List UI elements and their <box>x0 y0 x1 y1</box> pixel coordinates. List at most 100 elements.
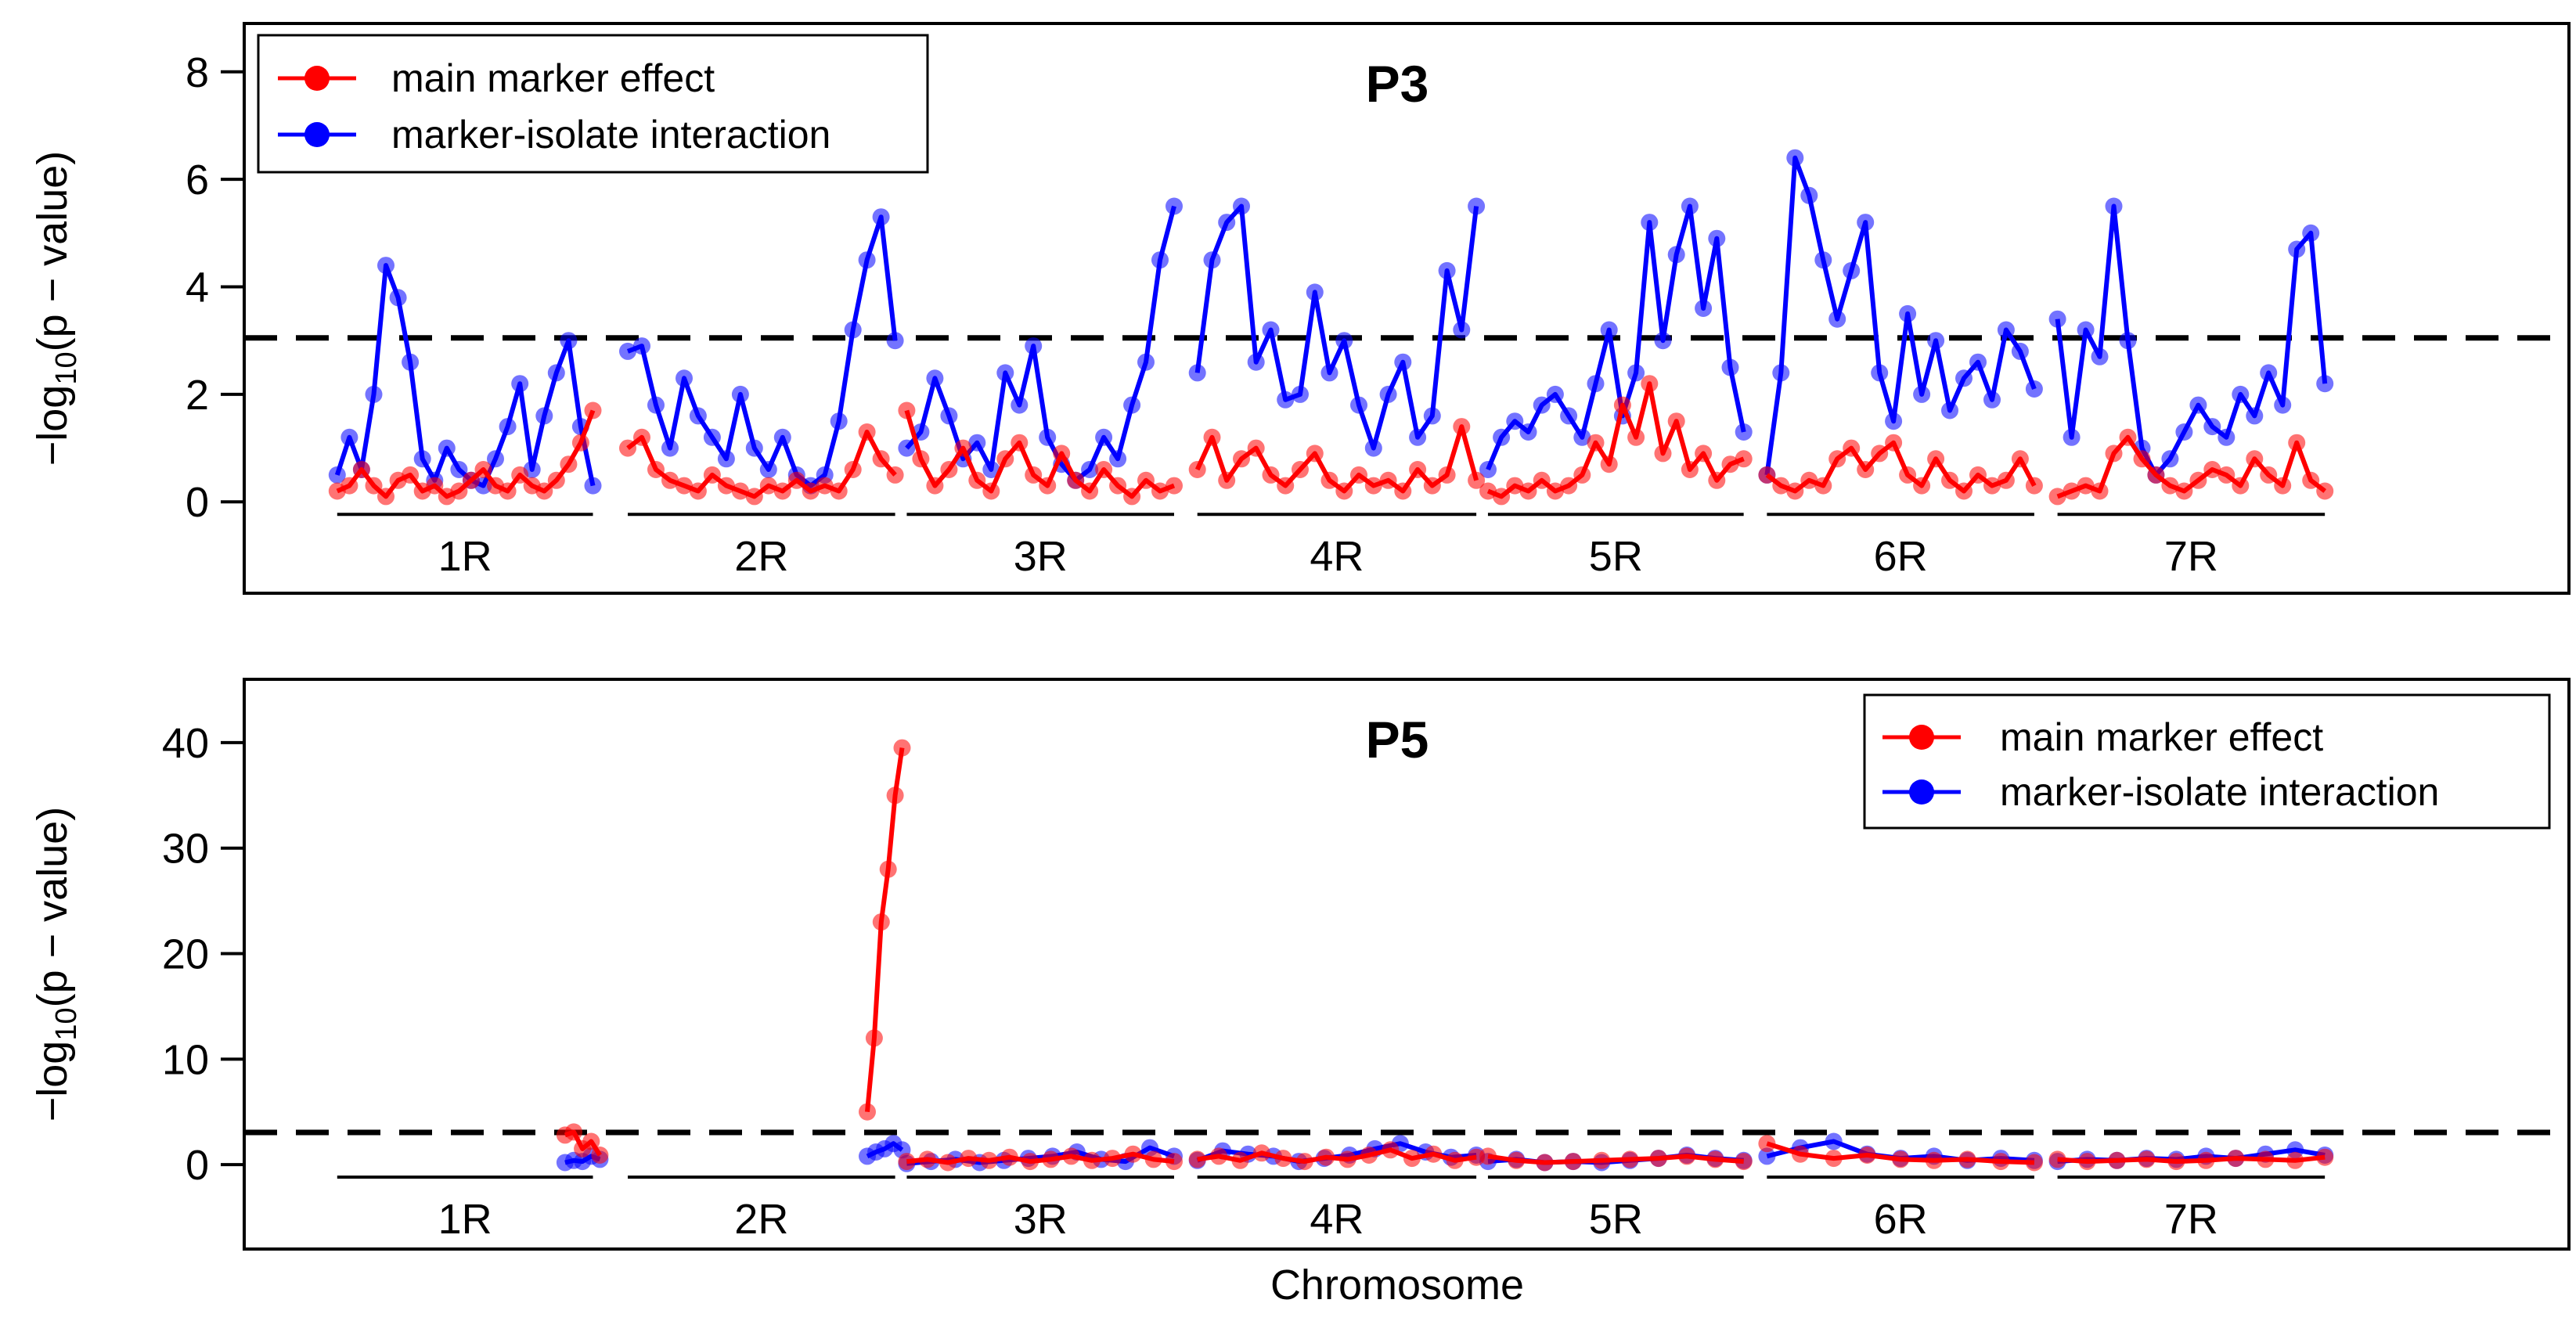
data-point <box>402 466 420 484</box>
y-tick-label: 40 <box>162 720 209 767</box>
legend-marker-interaction <box>1909 779 1934 805</box>
legend-marker-interaction <box>304 122 330 147</box>
chromosome-label: 7R <box>2164 1196 2218 1243</box>
data-point <box>462 471 480 489</box>
data-point <box>1969 466 1987 484</box>
data-point <box>1233 450 1250 468</box>
data-point <box>1519 423 1537 441</box>
data-point <box>1262 321 1280 339</box>
data-point <box>1641 214 1659 232</box>
data-point <box>1546 385 1564 403</box>
data-point <box>1735 1153 1753 1171</box>
data-point <box>1992 1153 2010 1171</box>
data-point <box>1083 1151 1101 1169</box>
data-point <box>474 461 492 478</box>
series-line <box>2057 1154 2326 1165</box>
chromosome-label: 5R <box>1589 533 1643 580</box>
chromosome-label: 7R <box>2164 533 2218 580</box>
data-point <box>1871 364 1889 382</box>
data-point <box>1786 149 1804 167</box>
data-point <box>1708 229 1726 247</box>
data-point <box>940 461 958 478</box>
data-point <box>1292 461 1309 478</box>
data-point <box>1983 391 2001 409</box>
data-point <box>352 461 370 478</box>
data-point <box>859 1103 876 1121</box>
data-point <box>1814 251 1832 269</box>
data-point <box>1560 407 1578 425</box>
data-point <box>2078 1153 2096 1171</box>
data-point <box>898 439 916 457</box>
data-point <box>1641 375 1659 393</box>
data-point <box>1721 455 1739 473</box>
data-point <box>1123 396 1141 414</box>
data-point <box>571 434 589 452</box>
data-point <box>1735 450 1753 468</box>
data-point <box>879 860 897 878</box>
data-point <box>1042 1150 1060 1168</box>
data-point <box>647 396 665 414</box>
chromosome-label: 6R <box>1874 533 1928 580</box>
data-point <box>1654 445 1672 463</box>
data-point <box>647 461 665 478</box>
data-point <box>1403 1150 1421 1168</box>
data-point <box>1621 1150 1639 1168</box>
chromosome-label: 6R <box>1874 1196 1928 1243</box>
data-point <box>731 385 749 403</box>
data-point <box>1425 1145 1443 1163</box>
data-point <box>1913 477 1931 495</box>
data-point <box>2260 364 2278 382</box>
data-point <box>1203 251 1221 269</box>
data-point <box>1969 353 1987 371</box>
data-point <box>1292 385 1309 403</box>
data-point <box>872 208 890 226</box>
data-point <box>996 450 1014 468</box>
legend-marker-main <box>304 66 330 91</box>
data-point <box>676 477 693 495</box>
data-point <box>1858 1147 1876 1164</box>
data-point <box>1649 1150 1667 1168</box>
data-point <box>1536 1154 1554 1172</box>
data-point <box>1955 369 1973 387</box>
data-point <box>2025 380 2043 398</box>
data-point <box>1025 466 1043 484</box>
data-point <box>1533 396 1551 414</box>
data-point <box>1479 461 1497 478</box>
data-point <box>1587 375 1605 393</box>
data-point <box>565 1123 582 1141</box>
x-axis-title: Chromosome <box>1270 1262 1524 1309</box>
data-point <box>858 251 876 269</box>
data-point <box>1519 482 1537 500</box>
data-point <box>2218 466 2236 484</box>
data-point <box>2203 418 2221 436</box>
data-point <box>1109 450 1127 468</box>
data-point <box>1166 477 1183 495</box>
data-point <box>1053 445 1071 463</box>
data-point <box>1927 332 1945 350</box>
chromosome-label: 1R <box>438 1196 492 1243</box>
data-point <box>1409 461 1427 478</box>
data-point <box>703 466 721 484</box>
series-main-marker-effect <box>328 375 2334 506</box>
data-point <box>865 1029 883 1047</box>
data-point <box>1885 434 1903 452</box>
data-point <box>2218 428 2236 446</box>
data-point <box>1927 450 1945 468</box>
data-point <box>328 466 346 484</box>
data-point <box>1533 471 1551 489</box>
data-point <box>377 257 395 275</box>
data-point <box>619 342 636 360</box>
data-point <box>2286 1151 2304 1169</box>
data-point <box>1913 385 1931 403</box>
data-point <box>2246 450 2264 468</box>
data-point <box>1792 1145 1809 1163</box>
data-point <box>2288 434 2306 452</box>
data-point <box>2048 488 2066 506</box>
data-point <box>1306 445 1324 463</box>
data-point <box>939 1154 957 1172</box>
data-point <box>1218 471 1236 489</box>
data-point <box>1364 439 1382 457</box>
legend-label-interaction: marker-isolate interaction <box>391 113 830 157</box>
data-point <box>1137 471 1155 489</box>
data-point <box>1295 1153 1313 1171</box>
